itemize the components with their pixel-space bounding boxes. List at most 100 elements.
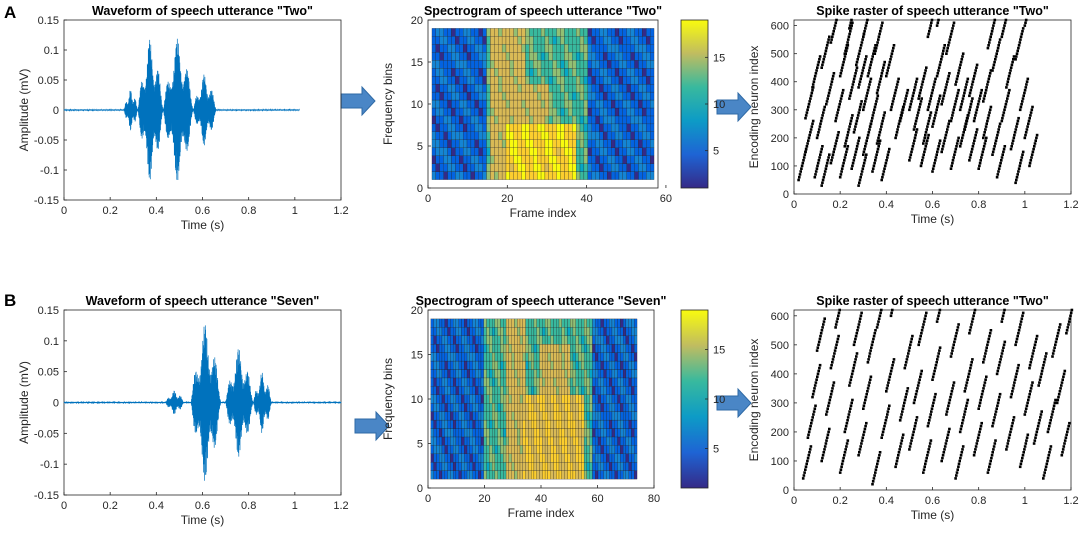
- a-raster-spike: [998, 164, 1002, 168]
- a-spec-cell: [560, 171, 565, 180]
- a-spec-cell: [575, 83, 581, 93]
- a-spec-cell: [451, 99, 456, 109]
- b-spec-cell: [433, 462, 437, 471]
- b-spec-cell: [595, 344, 599, 353]
- a-raster-spike: [911, 145, 915, 148]
- b-raster-spike: [806, 436, 810, 439]
- a-spec-cell: [482, 147, 487, 156]
- b-spec-cell: [628, 394, 632, 404]
- b-spec-cell: [455, 369, 459, 379]
- b-spec-cell: [622, 436, 627, 446]
- a-raster-spike: [968, 91, 972, 95]
- a-spec-cell: [591, 107, 596, 117]
- a-raster-spike: [847, 128, 851, 131]
- b-spec-cell: [553, 360, 557, 370]
- b-raster-spike: [961, 421, 964, 425]
- b-raster-spike: [818, 366, 821, 370]
- b-spec-cell: [561, 369, 565, 379]
- a-raster-spike: [1009, 147, 1013, 151]
- b-spec-cell: [547, 411, 551, 421]
- b-raster-spike: [1011, 387, 1015, 390]
- b-raster-spike: [841, 459, 845, 463]
- b-spec-cell: [572, 403, 576, 412]
- a-raster-spike: [890, 52, 894, 55]
- b-spec-cell: [475, 411, 479, 421]
- a-raster-spike: [873, 161, 876, 165]
- a-spec-cell: [630, 28, 635, 37]
- a-raster-spike: [850, 167, 853, 170]
- b-raster-spike: [825, 439, 828, 442]
- b-spec-cell: [480, 369, 484, 379]
- a-spec-cell: [579, 131, 585, 140]
- b-spec-cell: [492, 344, 496, 353]
- b-raster-spike: [832, 381, 836, 384]
- a-spec-cell: [517, 91, 522, 101]
- b-spec-cell: [430, 369, 434, 379]
- b-spec-cell: [480, 470, 484, 480]
- b-spec-cell: [444, 428, 448, 438]
- a-spec-cell: [470, 60, 475, 69]
- a-wave-ytick-label: 0: [53, 105, 59, 117]
- b-spec-cell: [475, 403, 479, 412]
- b-raster-spike: [959, 427, 963, 431]
- b-raster-spike: [869, 375, 873, 379]
- b-raster-spike: [1001, 349, 1004, 352]
- a-raster-spike: [976, 105, 979, 109]
- b-spec-cell: [609, 344, 613, 353]
- b-spec-cell: [586, 411, 590, 421]
- b-spec-cell: [539, 344, 543, 353]
- b-spec-cell: [625, 445, 629, 454]
- a-spec-cell: [486, 123, 491, 132]
- b-spec-cell: [500, 318, 504, 328]
- a-raster-spike: [858, 181, 861, 185]
- b-raster-spike: [874, 471, 877, 474]
- b-spec-cell: [480, 318, 484, 328]
- a-raster-spike: [817, 128, 821, 131]
- b-raster-spike: [1023, 413, 1027, 416]
- b-raster-spike: [867, 384, 871, 387]
- b-spec-cell: [583, 360, 588, 370]
- a-spec-cell: [525, 123, 530, 132]
- a-spec-cell: [533, 52, 538, 61]
- b-spec-cell: [620, 377, 624, 387]
- a-raster-spike: [840, 66, 844, 69]
- b-spec-cell: [430, 318, 434, 328]
- a-spec-cell: [529, 139, 534, 148]
- b-spec-cell: [450, 445, 454, 454]
- b-spec-xtick-label: 0: [425, 493, 431, 505]
- a-raster-spike: [1014, 181, 1017, 185]
- b-wave-xtick-label: 1.2: [333, 500, 348, 512]
- b-raster-spike: [883, 424, 886, 428]
- a-spec-cell: [482, 44, 487, 53]
- b-spec-cell: [452, 436, 457, 446]
- b-spec-cell: [572, 394, 576, 404]
- a-raster-spike: [1024, 86, 1028, 89]
- b-spec-cell: [592, 386, 596, 395]
- a-spec-cell: [614, 52, 620, 61]
- a-raster-spike: [867, 86, 871, 89]
- a-raster-spike: [978, 161, 982, 165]
- b-spec-cell: [469, 445, 473, 454]
- a-spec-cell: [560, 83, 565, 93]
- a-spec-cell: [626, 52, 631, 61]
- b-spec-cell: [583, 318, 588, 328]
- b-spec-cell: [480, 327, 484, 336]
- b-spec-cell: [556, 318, 560, 328]
- a-raster-spike: [1032, 147, 1035, 151]
- b-spec-cell: [505, 436, 509, 446]
- b-spec-cell: [466, 327, 470, 336]
- a-raster-spike: [843, 156, 847, 159]
- a-raster-spike: [837, 108, 840, 112]
- a-spec-cell: [587, 171, 592, 180]
- a-raster-spike: [931, 122, 935, 126]
- a-spec-cell: [463, 36, 468, 45]
- a-raster-spike: [941, 100, 944, 103]
- a-spec-cell: [638, 91, 643, 101]
- b-spec-cell: [595, 419, 599, 429]
- a-raster-spike: [987, 114, 991, 117]
- a-raster-spike: [961, 55, 964, 58]
- b-spec-cell: [625, 344, 629, 353]
- a-raster-spike: [1003, 105, 1007, 109]
- b-spec-cell: [561, 352, 565, 362]
- b-spec-cell: [444, 470, 448, 480]
